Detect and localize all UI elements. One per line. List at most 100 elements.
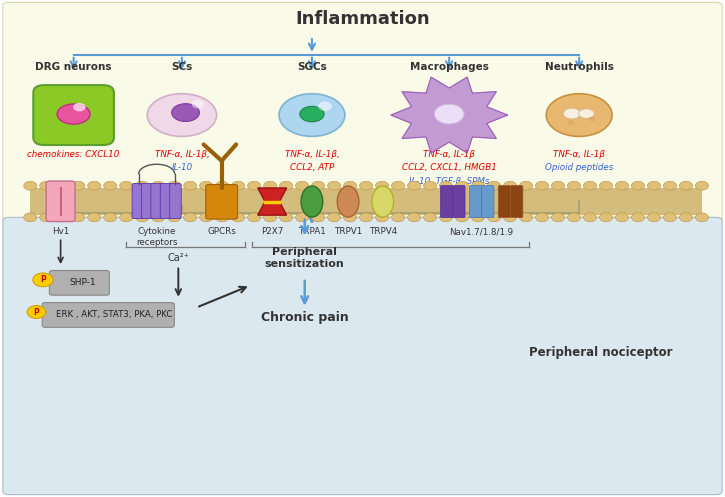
Circle shape xyxy=(24,181,37,190)
FancyBboxPatch shape xyxy=(132,183,144,219)
Circle shape xyxy=(120,213,133,222)
Circle shape xyxy=(392,213,405,222)
Ellipse shape xyxy=(546,94,612,136)
FancyBboxPatch shape xyxy=(3,2,722,223)
Ellipse shape xyxy=(301,186,323,217)
Circle shape xyxy=(631,213,645,222)
Text: Inflammation: Inflammation xyxy=(295,9,430,28)
Text: CCL2, ATP: CCL2, ATP xyxy=(290,164,334,172)
FancyBboxPatch shape xyxy=(46,181,75,222)
Text: TNF-α, IL-1β: TNF-α, IL-1β xyxy=(423,150,475,159)
Circle shape xyxy=(296,181,309,190)
Circle shape xyxy=(471,181,484,190)
FancyBboxPatch shape xyxy=(469,185,481,218)
Circle shape xyxy=(423,213,436,222)
FancyBboxPatch shape xyxy=(453,185,465,218)
FancyBboxPatch shape xyxy=(49,270,109,295)
Circle shape xyxy=(152,181,165,190)
FancyBboxPatch shape xyxy=(141,183,153,219)
Text: P2X7: P2X7 xyxy=(261,228,283,237)
Circle shape xyxy=(215,181,228,190)
Circle shape xyxy=(312,213,325,222)
Circle shape xyxy=(280,181,293,190)
Circle shape xyxy=(88,181,101,190)
Ellipse shape xyxy=(337,186,359,217)
Text: TNF-α, IL-1β: TNF-α, IL-1β xyxy=(553,150,605,159)
FancyBboxPatch shape xyxy=(170,183,181,219)
Circle shape xyxy=(520,181,533,190)
Circle shape xyxy=(136,213,149,222)
Ellipse shape xyxy=(57,104,90,124)
Circle shape xyxy=(264,181,277,190)
Text: GPCRs: GPCRs xyxy=(207,228,236,237)
Text: Hv1: Hv1 xyxy=(52,228,69,237)
Circle shape xyxy=(679,213,692,222)
FancyBboxPatch shape xyxy=(160,183,172,219)
Circle shape xyxy=(616,213,629,222)
Circle shape xyxy=(455,181,468,190)
Circle shape xyxy=(663,181,676,190)
FancyBboxPatch shape xyxy=(206,184,238,219)
Circle shape xyxy=(40,181,53,190)
Circle shape xyxy=(663,213,676,222)
Circle shape xyxy=(487,181,500,190)
Circle shape xyxy=(73,103,86,111)
Circle shape xyxy=(104,181,117,190)
Circle shape xyxy=(120,181,133,190)
Circle shape xyxy=(616,181,629,190)
Text: Ca²⁺: Ca²⁺ xyxy=(167,253,189,263)
Circle shape xyxy=(280,213,293,222)
Polygon shape xyxy=(391,77,508,153)
Circle shape xyxy=(24,213,37,222)
Bar xyxy=(30,188,702,215)
Ellipse shape xyxy=(279,94,345,136)
Circle shape xyxy=(423,181,436,190)
Polygon shape xyxy=(258,188,286,215)
Circle shape xyxy=(328,181,341,190)
Text: Nav1.7/1.8/1.9: Nav1.7/1.8/1.9 xyxy=(450,228,514,237)
Circle shape xyxy=(167,181,181,190)
Ellipse shape xyxy=(563,108,581,119)
Circle shape xyxy=(248,213,261,222)
Circle shape xyxy=(136,181,149,190)
Circle shape xyxy=(296,213,309,222)
Text: TNF-α, IL-1β,: TNF-α, IL-1β, xyxy=(285,150,339,159)
Circle shape xyxy=(695,181,708,190)
Circle shape xyxy=(72,213,85,222)
Text: P: P xyxy=(33,308,39,317)
Circle shape xyxy=(88,213,101,222)
Circle shape xyxy=(328,213,341,222)
Ellipse shape xyxy=(300,106,324,122)
Circle shape xyxy=(27,306,46,319)
Circle shape xyxy=(407,213,420,222)
Circle shape xyxy=(318,101,332,111)
Circle shape xyxy=(568,213,581,222)
Circle shape xyxy=(312,181,325,190)
Circle shape xyxy=(631,181,645,190)
FancyBboxPatch shape xyxy=(33,85,114,145)
Circle shape xyxy=(567,120,574,125)
Circle shape xyxy=(584,181,597,190)
Circle shape xyxy=(167,213,181,222)
Ellipse shape xyxy=(172,104,199,121)
Circle shape xyxy=(600,181,613,190)
FancyBboxPatch shape xyxy=(151,183,162,219)
Text: CCL2, CXCL1, HMGB1: CCL2, CXCL1, HMGB1 xyxy=(402,164,497,172)
Ellipse shape xyxy=(434,104,464,124)
Text: SCs: SCs xyxy=(171,62,193,72)
FancyBboxPatch shape xyxy=(441,185,453,218)
Circle shape xyxy=(568,181,581,190)
Circle shape xyxy=(552,181,565,190)
FancyBboxPatch shape xyxy=(481,185,494,218)
Circle shape xyxy=(600,213,613,222)
Circle shape xyxy=(72,181,85,190)
Circle shape xyxy=(183,181,196,190)
Circle shape xyxy=(232,181,244,190)
Text: Peripheral nociceptor: Peripheral nociceptor xyxy=(529,346,673,359)
Circle shape xyxy=(439,213,452,222)
Circle shape xyxy=(56,213,69,222)
Circle shape xyxy=(183,213,196,222)
Ellipse shape xyxy=(147,94,217,136)
Text: Opioid peptides: Opioid peptides xyxy=(545,164,613,172)
Circle shape xyxy=(40,213,53,222)
